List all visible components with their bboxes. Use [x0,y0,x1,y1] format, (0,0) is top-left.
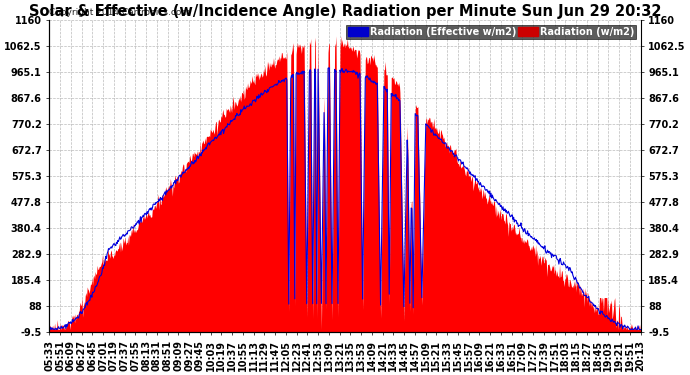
Text: Copyright 2014 Cartronics.com: Copyright 2014 Cartronics.com [49,8,190,17]
Title: Solar & Effective (w/Incidence Angle) Radiation per Minute Sun Jun 29 20:32: Solar & Effective (w/Incidence Angle) Ra… [29,4,661,19]
Legend: Radiation (Effective w/m2), Radiation (w/m2): Radiation (Effective w/m2), Radiation (w… [346,25,635,39]
